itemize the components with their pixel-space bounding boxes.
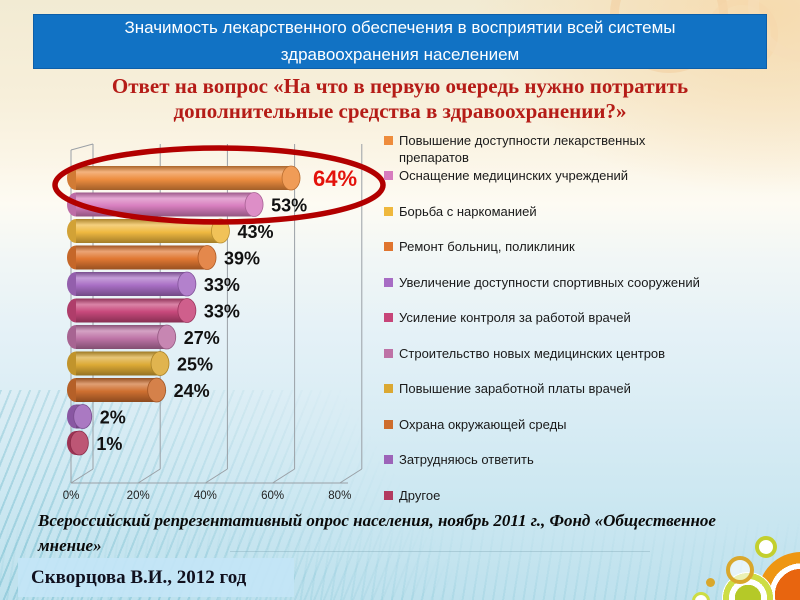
- floor-line: [339, 468, 363, 484]
- bar: [67, 404, 93, 429]
- title-banner: Значимость лекарственного обеспечения в …: [33, 14, 767, 69]
- decorative-circle: [758, 552, 800, 600]
- legend-swatch-icon: [384, 419, 393, 429]
- legend-label: Повышение доступности лекарственных преп…: [399, 133, 646, 165]
- legend-label: Охрана окружающей среды: [399, 416, 567, 432]
- decorative-circle: [755, 536, 777, 558]
- decorative-circle: [726, 556, 754, 584]
- author-label: Скворцова В.И., 2012 год: [31, 567, 247, 588]
- bar: [67, 165, 301, 191]
- bar: [67, 245, 217, 270]
- bar-value-label: 24%: [174, 381, 210, 401]
- legend-label: Усиление контроля за работой врачей: [399, 310, 631, 326]
- bar-value-label: 33%: [204, 275, 240, 295]
- bar: [67, 192, 264, 217]
- floor-line: [70, 468, 94, 484]
- legend-label: Другое: [399, 487, 441, 503]
- slide-subtitle: Ответ на вопрос «На что в первую очередь…: [111, 74, 689, 123]
- legend-swatch-icon: [384, 171, 393, 181]
- legend-item: Строительство новых медицинских центров: [384, 345, 665, 362]
- legend-swatch-icon: [384, 384, 393, 394]
- slide-title: Значимость лекарственного обеспечения в …: [124, 18, 676, 64]
- legend-label: Затрудняюсь ответить: [399, 452, 534, 468]
- legend-item: Охрана окружающей среды: [384, 416, 567, 433]
- legend-swatch-icon: [384, 277, 393, 287]
- axis-tick-label: 80%: [328, 490, 351, 502]
- axis-tick-label: 20%: [127, 490, 150, 502]
- legend-swatch-icon: [384, 490, 393, 500]
- divider-line: [230, 551, 650, 552]
- source-note: Всероссийский репрезентативный опрос нас…: [38, 511, 716, 555]
- legend-label: Увеличение доступности спортивных сооруж…: [399, 274, 700, 290]
- legend-swatch-icon: [384, 242, 393, 252]
- bar-value-label: 33%: [204, 302, 240, 322]
- legend-swatch-icon: [384, 136, 393, 145]
- bar: [67, 298, 197, 323]
- author-box: Скворцова В.И., 2012 год: [18, 558, 294, 597]
- legend-swatch-icon: [384, 313, 393, 323]
- bar-value-label: 2%: [100, 408, 126, 428]
- wall-edge: [70, 143, 94, 151]
- bar: [67, 218, 230, 244]
- floor-line: [137, 468, 161, 484]
- bar: [67, 377, 167, 403]
- legend-item: Затрудняюсь ответить: [384, 451, 534, 468]
- bar-value-label: 64%: [313, 166, 357, 191]
- legend-item: Повышение доступности лекарственных преп…: [384, 132, 645, 166]
- decorative-circle: [706, 578, 715, 587]
- bar: [67, 430, 89, 456]
- floor-line: [205, 468, 228, 484]
- bar-value-label: 53%: [271, 196, 307, 216]
- axis-tick-label: 0%: [63, 490, 80, 502]
- legend-item: Усиление контроля за работой врачей: [384, 309, 631, 326]
- legend-item: Повышение заработной платы врачей: [384, 380, 631, 397]
- decorative-circle: [692, 592, 710, 600]
- decorative-circle: [722, 572, 774, 600]
- axis-tick-label: 40%: [194, 490, 217, 502]
- bar: [67, 271, 197, 297]
- bar: [67, 351, 170, 376]
- legend-item: Увеличение доступности спортивных сооруж…: [384, 274, 700, 291]
- bar-value-label: 43%: [237, 222, 273, 242]
- bar-value-label: 1%: [96, 434, 122, 454]
- axis-tick-label: 60%: [261, 490, 284, 502]
- floor-line: [272, 468, 295, 484]
- bar-value-label: 27%: [184, 328, 220, 348]
- legend-item: Ремонт больниц, поликлиник: [384, 238, 575, 255]
- legend-label: Повышение заработной платы врачей: [399, 381, 631, 397]
- legend-label: Борьба с наркоманией: [399, 203, 537, 219]
- legend-label: Оснащение медицинских учреждений: [399, 168, 629, 184]
- legend-label: Строительство новых медицинских центров: [399, 345, 666, 361]
- legend-item: Борьба с наркоманией: [384, 203, 537, 220]
- legend-label: Ремонт больниц, поликлиник: [399, 239, 575, 255]
- legend-swatch-icon: [384, 206, 393, 216]
- legend-item: Оснащение медицинских учреждений: [384, 167, 628, 184]
- bar: [67, 324, 177, 350]
- highlight-ellipse: [52, 145, 386, 225]
- bar-value-label: 39%: [224, 249, 260, 269]
- bar-value-label: 25%: [177, 355, 213, 375]
- legend-item: Другое: [384, 487, 440, 504]
- legend-swatch-icon: [384, 455, 393, 465]
- chart-legend: Повышение доступности лекарственных преп…: [384, 129, 790, 514]
- legend-swatch-icon: [384, 348, 393, 358]
